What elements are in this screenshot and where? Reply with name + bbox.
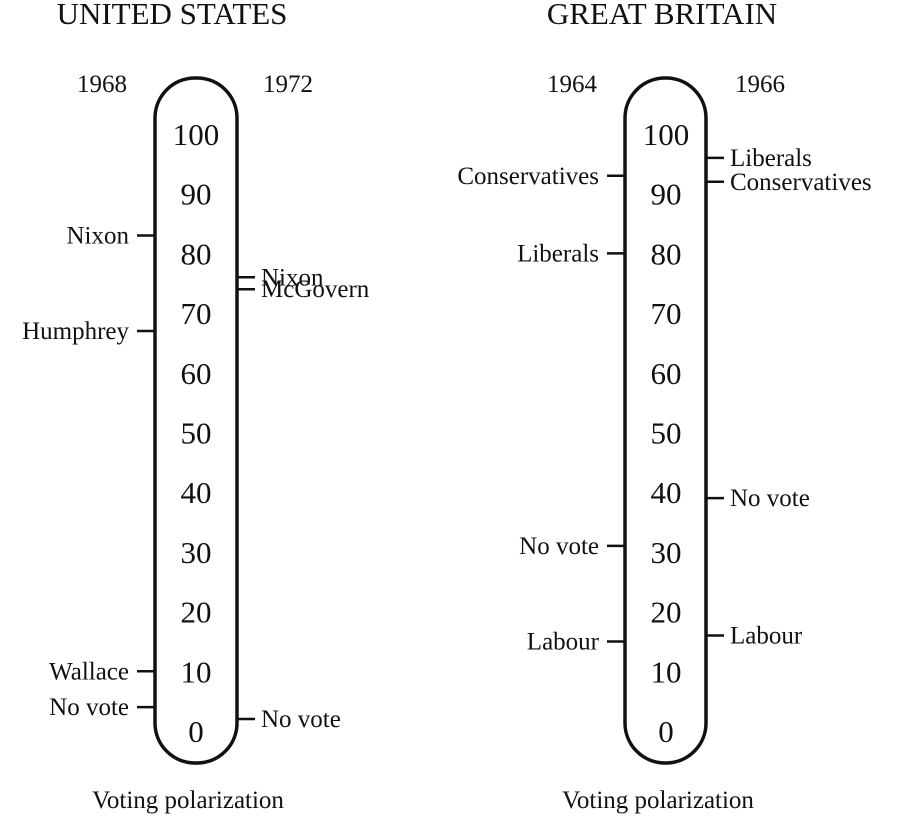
panel-2-tick-label: 100 [643, 117, 690, 152]
panel-1-caption: Voting polarization [92, 787, 284, 814]
panel-2-left-label: Conservatives [457, 163, 599, 190]
panel-2-tick-label: 20 [651, 595, 682, 630]
panel-1-tick-label: 20 [181, 595, 212, 630]
panel-1-title: UNITED STATES [57, 0, 288, 31]
panel-2-tick-label: 10 [651, 654, 682, 689]
panel-2-thermometer-tube [623, 76, 708, 765]
panel-2-left-label: Liberals [517, 240, 599, 267]
panel-2-left-label: No vote [519, 533, 599, 560]
panel-2-caption: Voting polarization [562, 787, 754, 814]
panel-1-tick-label: 60 [181, 356, 212, 391]
panel-1-left-label: Wallace [49, 658, 129, 685]
panel-1-left-label: No vote [49, 694, 129, 721]
panel-1-tick-label: 100 [173, 117, 220, 152]
panel-2-tick-label: 50 [651, 416, 682, 451]
panel-2-right-label: Conservatives [730, 169, 872, 196]
panel-1-tick-label: 40 [181, 475, 212, 510]
panel-1-tick-label: 70 [181, 296, 212, 331]
panel-1-tick-label: 30 [181, 535, 212, 570]
panel-1-left-label: Humphrey [22, 318, 129, 345]
panel-1-thermometer-tube [153, 76, 239, 765]
panel-1-tick-label: 80 [181, 236, 212, 271]
panel-2-tick-label: 70 [651, 296, 682, 331]
panel-1-tick-label: 0 [188, 714, 204, 749]
panel-1-left-label: Nixon [67, 222, 130, 249]
panel-2-tick-label: 90 [651, 177, 682, 212]
panel-1-right-label: McGovern [261, 276, 370, 303]
panel-2-right-label: Labour [730, 622, 803, 649]
panel-2-title: GREAT BRITAIN [547, 0, 777, 31]
panel-1-left-year: 1968 [77, 71, 127, 98]
panel-1-tick-label: 10 [181, 654, 212, 689]
panel-2-right-label: No vote [730, 485, 810, 512]
panel-2-tick-label: 40 [651, 475, 682, 510]
panel-1-right-year: 1972 [263, 71, 313, 98]
panel-2-right-year: 1966 [735, 71, 785, 98]
panel-1-right-label: No vote [261, 706, 341, 733]
panel-2-left-year: 1964 [547, 71, 598, 98]
panel-2-right-label: Liberals [730, 145, 812, 172]
panel-2-left-label: Labour [527, 628, 600, 655]
panel-2-tick-label: 80 [651, 236, 682, 271]
panel-1-tick-label: 90 [181, 177, 212, 212]
panel-1-tick-label: 50 [181, 416, 212, 451]
panel-2-tick-label: 30 [651, 535, 682, 570]
panel-1-right-label: Nixon [261, 264, 324, 291]
panel-2-tick-label: 0 [658, 714, 674, 749]
panel-2-tick-label: 60 [651, 356, 682, 391]
